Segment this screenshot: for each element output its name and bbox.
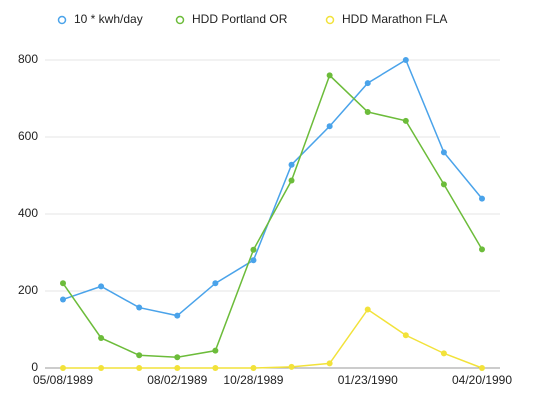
x-tick-label: 05/08/1989 [33,373,93,387]
data-point [136,304,143,311]
legend-label: HDD Portland OR [192,12,288,26]
y-tick-label: 800 [18,52,38,66]
data-point [326,72,333,79]
data-point [364,306,371,313]
data-point [288,363,295,370]
data-point [288,161,295,168]
data-point [60,296,66,303]
data-point [212,365,219,371]
data-point [440,181,447,188]
data-point [98,365,105,371]
y-tick-label: 600 [18,129,38,143]
data-point [174,365,181,371]
x-tick-label: 10/28/1989 [223,373,283,387]
data-point [60,280,66,287]
series-line [62,74,483,358]
data-point [402,57,409,63]
legend-marker [175,15,185,25]
data-point [98,283,105,290]
data-point [402,332,409,339]
data-point [479,195,485,202]
data-point [479,365,485,371]
data-point [98,334,105,341]
data-point [364,80,371,87]
data-point [440,149,447,156]
legend-marker [325,15,335,25]
legend-label: 10 * kwh/day [74,12,143,26]
data-point [212,347,219,354]
x-tick-label: 04/20/1990 [452,373,512,387]
data-point [288,177,295,184]
y-tick-label: 0 [31,360,38,374]
data-point [212,280,219,287]
data-point [479,246,485,253]
data-point [250,257,257,264]
legend-label: HDD Marathon FLA [342,12,447,26]
data-point [136,352,143,359]
data-point [440,350,447,357]
data-point [402,117,409,124]
data-point [60,365,66,371]
data-point [250,365,257,371]
data-point [174,354,181,361]
series-line [63,308,483,369]
x-tick-label: 08/02/1989 [147,373,207,387]
y-tick-label: 200 [18,283,38,297]
data-point [250,246,257,253]
legend-marker [57,15,67,25]
data-point [136,365,143,371]
x-tick-label: 01/23/1990 [338,373,398,387]
data-point [174,312,181,319]
series-line [62,58,483,317]
data-point [326,360,333,367]
y-tick-label: 400 [18,206,38,220]
data-point [364,108,371,115]
data-point [326,123,333,130]
